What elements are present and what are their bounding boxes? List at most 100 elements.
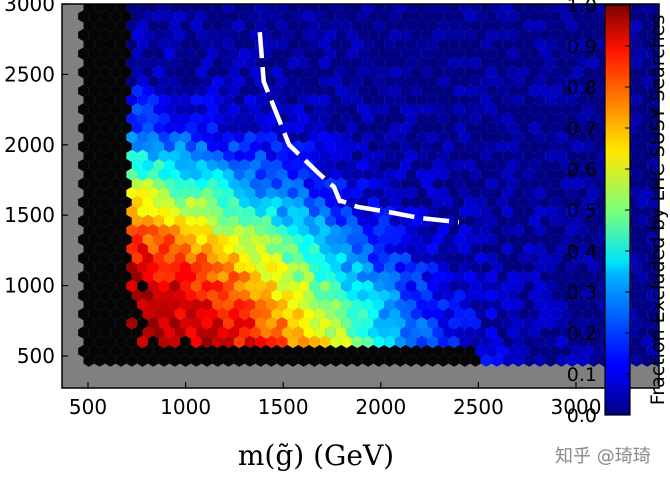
hexbin-cell (491, 56, 503, 70)
hexbin-cell (373, 56, 385, 70)
hexbin-cell (405, 354, 417, 367)
hexbin-cell (384, 224, 395, 237)
hexbin-cell (201, 224, 213, 237)
hexbin-cell (185, 28, 197, 42)
hexbin-cell (88, 66, 100, 79)
hexbin-cell (534, 112, 546, 125)
hexbin-cell (212, 112, 224, 125)
hexbin-cell (137, 261, 148, 274)
hexbin-cell (411, 66, 422, 79)
hexbin-cell (201, 112, 213, 125)
hexbin-cell (126, 335, 138, 349)
hexbin-cell (545, 4, 556, 14)
hexbin-cell (158, 261, 170, 274)
hexbin-cell (378, 214, 390, 228)
hexbin-cell (180, 4, 191, 14)
hexbin-cell (421, 233, 433, 246)
hexbin-cell (427, 4, 438, 14)
hexbin-cell (233, 131, 245, 144)
hexbin-cell (518, 326, 530, 339)
x-tick-label: 2000 (355, 395, 406, 419)
hexbin-cell (582, 307, 594, 321)
hexbin-cell (212, 298, 224, 311)
hexbin-cell (572, 233, 583, 246)
hexbin-cell (105, 317, 116, 330)
hexbin-cell (636, 47, 648, 60)
hexbin-cell (507, 66, 519, 79)
hexbin-cell (115, 242, 127, 256)
hexbin-cell (421, 159, 433, 172)
hexbin-cell (373, 149, 385, 163)
hexbin-cell (459, 242, 471, 256)
hexbin-cell (378, 345, 390, 358)
hexbin-cell (641, 131, 653, 144)
hexbin-cell (437, 93, 449, 107)
hexbin-cell (271, 47, 283, 60)
hexbin-cell (169, 261, 181, 274)
hexbin-cell (249, 252, 261, 265)
hexbin-cell (647, 196, 658, 209)
hexbin-cell (539, 252, 551, 265)
hexbin-cell (260, 103, 272, 116)
hexbin-cell (244, 205, 256, 218)
hexbin-cell (142, 307, 154, 321)
hexbin-cell (99, 10, 111, 23)
hexbin-cell (266, 168, 277, 181)
hexbin-cell (373, 75, 385, 88)
hexbin-cell (636, 66, 648, 79)
hexbin-cell (255, 19, 266, 32)
hexbin-cell (83, 224, 95, 237)
hexbin-cell (480, 19, 492, 32)
hexbin-cell (378, 289, 390, 302)
hexbin-cell (357, 103, 369, 116)
hexbin-cell (588, 38, 599, 51)
hexbin-cell (217, 345, 229, 358)
hexbin-cell (335, 140, 347, 153)
hexbin-cell (174, 66, 186, 79)
hexbin-cell (491, 168, 503, 181)
hexbin-cell (496, 103, 508, 116)
hexbin-cell (115, 317, 127, 330)
hexbin-cell (631, 242, 642, 256)
hexbin-cell (539, 47, 551, 60)
hexbin-cell (582, 177, 594, 190)
hexbin-cell (454, 159, 465, 172)
hexbin-cell (405, 298, 417, 311)
hexbin-cell (572, 84, 583, 97)
hexbin-cell (523, 112, 535, 125)
hexbin-cell (147, 93, 159, 107)
hexbin-cell (105, 224, 116, 237)
hexbin-cell (405, 279, 417, 293)
hexbin-cell (448, 131, 460, 144)
hexbin-cell (556, 242, 567, 256)
hexbin-cell (190, 261, 202, 274)
hexbin-cell (147, 4, 159, 14)
hexbin-cell (362, 19, 374, 32)
hexbin-cell (636, 252, 648, 265)
hexbin-cell (346, 10, 358, 23)
hexbin-cell (303, 252, 315, 265)
hexbin-cell (78, 177, 89, 190)
hexbin-cell (357, 307, 369, 321)
hexbin-cell (454, 252, 465, 265)
hexbin-cell (223, 186, 234, 200)
hexbin-cell (201, 354, 213, 367)
hexbin-cell (94, 335, 105, 349)
hexbin-cell (217, 289, 229, 302)
hexbin-cell (534, 38, 546, 51)
hexbin-cell (260, 214, 272, 228)
hexbin-cell (298, 131, 309, 144)
hexbin-cell (282, 177, 293, 190)
hexbin-cell (561, 307, 573, 321)
hexbin-cell (335, 233, 347, 246)
hexbin-cell (212, 93, 224, 107)
exclusion-boundary-line (257, 32, 460, 225)
hexbin-cell (78, 140, 89, 153)
hexbin-cell (496, 270, 508, 283)
hexbin-cell (228, 159, 240, 172)
hexbin-cell (78, 159, 89, 172)
hexbin-cell (351, 4, 363, 14)
hexbin-cell (325, 345, 336, 358)
hexbin-cell (115, 205, 127, 218)
hexbin-cell (78, 47, 89, 60)
